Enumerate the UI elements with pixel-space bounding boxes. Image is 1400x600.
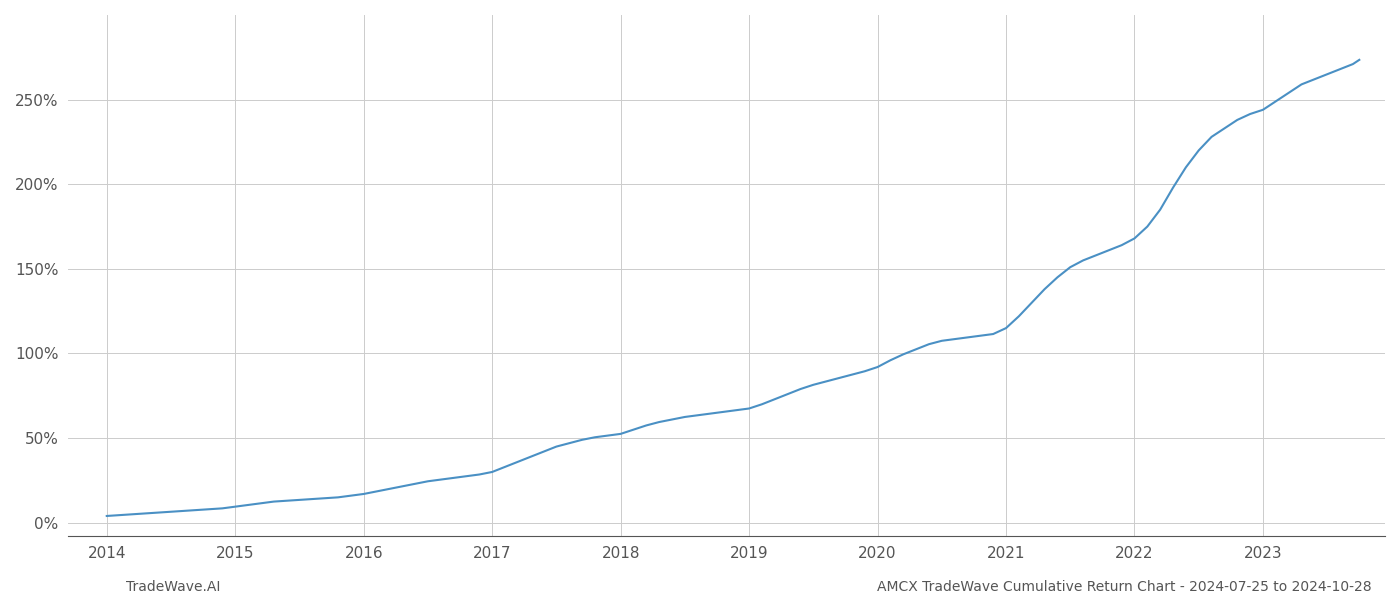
Text: AMCX TradeWave Cumulative Return Chart - 2024-07-25 to 2024-10-28: AMCX TradeWave Cumulative Return Chart -… [878, 580, 1372, 594]
Text: TradeWave.AI: TradeWave.AI [126, 580, 220, 594]
